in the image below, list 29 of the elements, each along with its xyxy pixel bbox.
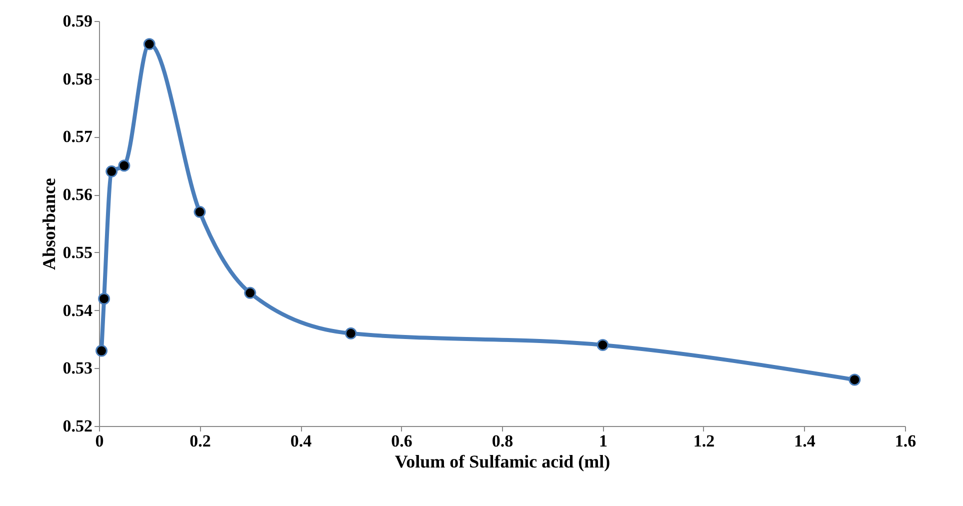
point — [596, 339, 609, 351]
point — [244, 286, 256, 299]
y-tick-label: 0.52 — [62, 416, 92, 436]
point — [96, 344, 108, 357]
y-tick-label: 0.54 — [62, 300, 93, 320]
point — [118, 160, 130, 172]
y-tick-label: 0.53 — [62, 358, 92, 378]
point — [344, 327, 357, 340]
x-tick-label: 1.4 — [794, 432, 816, 450]
y-tick-label: 0.55 — [62, 242, 92, 262]
x-tick-label: 1.2 — [693, 432, 715, 450]
point — [98, 292, 110, 305]
x-axis-title: Volum of Sulfamic acid (ml) — [394, 452, 610, 472]
point — [143, 38, 156, 50]
point — [194, 206, 206, 218]
x-tick-label: 0.8 — [492, 432, 514, 450]
point — [848, 374, 861, 386]
y-tick-label: 0.59 — [62, 12, 92, 30]
y-tick-label: 0.57 — [62, 127, 93, 146]
y-tick-label: 0.58 — [62, 69, 92, 88]
x-tick-label: 0 — [95, 432, 104, 450]
y-tick-label: 0.56 — [62, 185, 92, 204]
y-axis-title: Absorbance — [38, 178, 59, 270]
point — [106, 165, 118, 178]
x-tick-label: 1 — [599, 432, 608, 450]
x-tick-label: 0.4 — [290, 432, 312, 450]
x-tick-label: 0.2 — [190, 432, 211, 450]
x-tick-label: 0.6 — [391, 432, 412, 450]
x-tick-label: 1.6 — [894, 432, 916, 450]
